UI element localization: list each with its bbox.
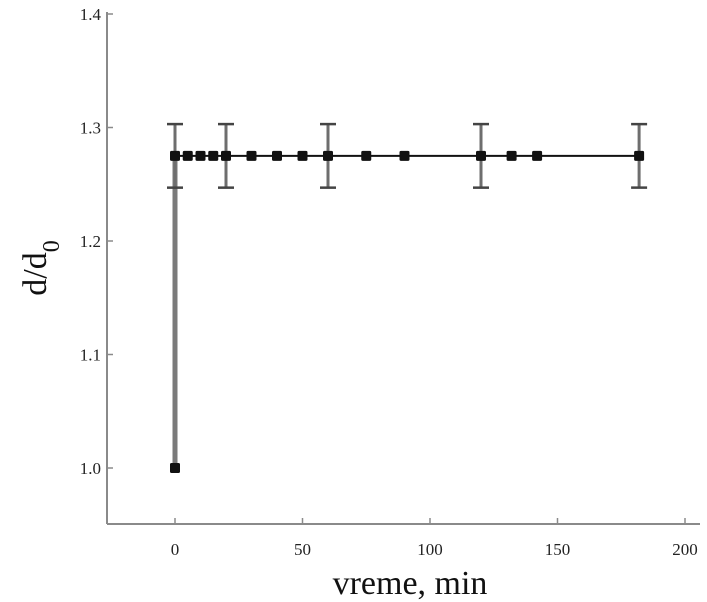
y-tick-label: 1.0 bbox=[80, 459, 101, 478]
y-axis-title-subscript: 0 bbox=[39, 240, 65, 252]
y-axis-title: d/d0 bbox=[17, 240, 65, 295]
data-point bbox=[532, 150, 543, 161]
data-point bbox=[634, 150, 645, 161]
data-point bbox=[246, 150, 257, 161]
data-point bbox=[297, 150, 308, 161]
data-point bbox=[170, 150, 180, 161]
y-tick-label: 1.2 bbox=[80, 232, 101, 251]
y-tick-label: 1.3 bbox=[80, 119, 101, 138]
data-point bbox=[399, 150, 410, 161]
data-point bbox=[195, 150, 206, 161]
data-point bbox=[506, 150, 517, 161]
y-tick-label: 1.1 bbox=[80, 346, 101, 365]
data-point bbox=[221, 150, 231, 161]
x-tick-label: 50 bbox=[294, 540, 311, 559]
data-point bbox=[476, 150, 486, 161]
data-point bbox=[208, 150, 219, 161]
data-point bbox=[272, 150, 282, 161]
data-point bbox=[170, 463, 180, 473]
x-tick-label: 0 bbox=[171, 540, 180, 559]
x-tick-label: 100 bbox=[417, 540, 443, 559]
x-axis-title: vreme, min bbox=[333, 565, 488, 602]
x-tick-label: 200 bbox=[672, 540, 698, 559]
y-axis-title-main: d/d bbox=[17, 252, 54, 295]
y-tick-label: 1.4 bbox=[80, 5, 102, 24]
x-tick-label: 150 bbox=[545, 540, 571, 559]
data-point bbox=[323, 150, 333, 161]
data-point bbox=[182, 150, 193, 161]
data-point bbox=[361, 150, 372, 161]
